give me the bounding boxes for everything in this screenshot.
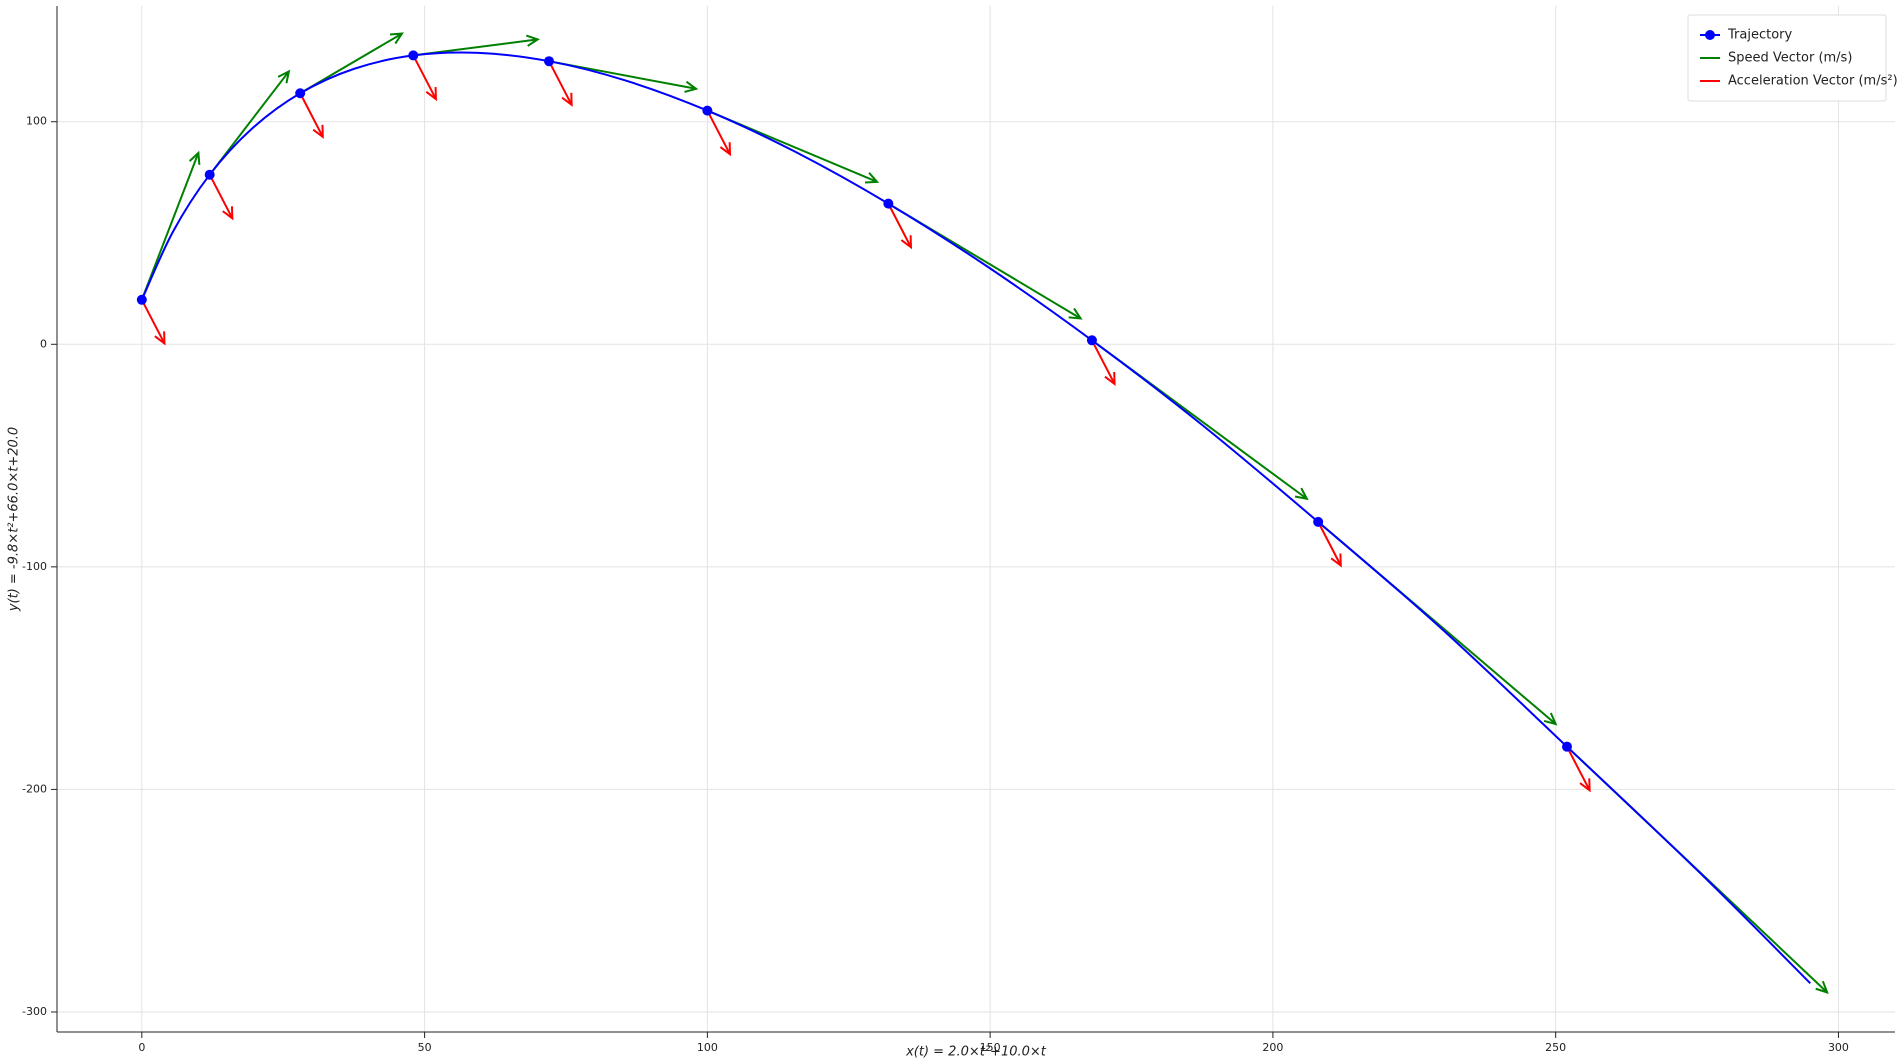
trajectory-point bbox=[408, 50, 419, 61]
vector-arrow bbox=[412, 54, 437, 102]
arrow-head bbox=[1815, 980, 1829, 994]
arrow-head bbox=[561, 92, 573, 107]
legend-box bbox=[1687, 14, 1887, 102]
trajectory-point bbox=[544, 56, 555, 67]
trajectory-point bbox=[702, 105, 713, 116]
arrow-shaft bbox=[1091, 339, 1116, 385]
arrow-head bbox=[900, 235, 913, 250]
arrow-head bbox=[719, 142, 732, 157]
y-tick-label: 0 bbox=[40, 337, 47, 350]
vector-arrow bbox=[548, 60, 573, 107]
vector-arrow bbox=[887, 203, 913, 250]
vector-arrow bbox=[1091, 339, 1116, 386]
trajectory-point bbox=[1313, 516, 1324, 527]
arrow-shaft bbox=[887, 203, 912, 248]
arrow-head bbox=[684, 80, 699, 93]
trajectory-point bbox=[136, 294, 147, 305]
arrow-shaft bbox=[140, 299, 166, 344]
arrow-head bbox=[1579, 778, 1591, 793]
legend-label: Speed Vector (m/s) bbox=[1728, 51, 1852, 66]
arrow-shaft bbox=[1317, 521, 1342, 566]
y-axis-title: y(t) = -9.8×t²+66.0×t+20.0 bbox=[7, 427, 22, 612]
vector-arrow bbox=[208, 174, 234, 221]
y-tick-label: -100 bbox=[22, 560, 47, 573]
trajectory-point bbox=[1086, 335, 1097, 346]
arrow-head bbox=[526, 34, 540, 47]
arrow-head bbox=[1104, 371, 1116, 386]
vector-arrow bbox=[1566, 746, 1591, 793]
x-tick-label: 0 bbox=[138, 1041, 145, 1054]
arrow-shaft bbox=[208, 174, 234, 219]
arrow-head bbox=[1294, 487, 1309, 501]
vector-arrow bbox=[706, 110, 732, 157]
arrow-head bbox=[425, 87, 437, 102]
arrow-shaft bbox=[1566, 746, 1591, 791]
arrow-shaft bbox=[706, 110, 731, 155]
arrow-head bbox=[222, 206, 234, 221]
arrow-head bbox=[1068, 307, 1083, 320]
arrow-shaft bbox=[412, 54, 437, 100]
x-axis-title: x(t) = 2.0×t²+10.0×t bbox=[905, 1045, 1047, 1060]
x-tick-label: 200 bbox=[1262, 1041, 1283, 1054]
trajectory-point bbox=[883, 198, 894, 209]
legend-label: Acceleration Vector (m/s²) bbox=[1728, 74, 1898, 89]
trajectory-point bbox=[295, 88, 306, 99]
vector-arrow bbox=[140, 299, 166, 346]
x-tick-label: 300 bbox=[1828, 1041, 1849, 1054]
trajectory-point bbox=[1561, 741, 1572, 752]
legend-marker bbox=[1705, 30, 1715, 40]
vector-arrow bbox=[299, 92, 324, 139]
arrow-shaft bbox=[548, 60, 573, 106]
trajectory-line bbox=[140, 51, 1811, 984]
y-tick-label: -200 bbox=[22, 782, 47, 795]
x-tick-label: 150 bbox=[980, 1041, 1001, 1054]
x-tick-label: 100 bbox=[697, 1041, 718, 1054]
legend-label: Trajectory bbox=[1727, 28, 1792, 43]
arrow-head bbox=[312, 124, 324, 139]
trajectory-point bbox=[204, 169, 215, 180]
arrow-shaft bbox=[299, 92, 324, 138]
arrow-shaft bbox=[140, 152, 200, 301]
vector-arrow bbox=[140, 150, 201, 301]
x-tick-label: 250 bbox=[1545, 1041, 1566, 1054]
arrow-head bbox=[154, 331, 166, 346]
y-tick-label: -300 bbox=[22, 1005, 47, 1018]
arrow-head bbox=[864, 172, 880, 184]
arrow-head bbox=[188, 150, 201, 165]
arrow-head bbox=[1330, 553, 1342, 568]
arrow-head bbox=[277, 69, 291, 84]
vector-arrow bbox=[1317, 521, 1342, 568]
arrow-head bbox=[1543, 712, 1558, 726]
y-tick-label: 100 bbox=[26, 115, 47, 128]
arrow-head bbox=[389, 32, 404, 45]
x-tick-label: 50 bbox=[418, 1041, 432, 1054]
